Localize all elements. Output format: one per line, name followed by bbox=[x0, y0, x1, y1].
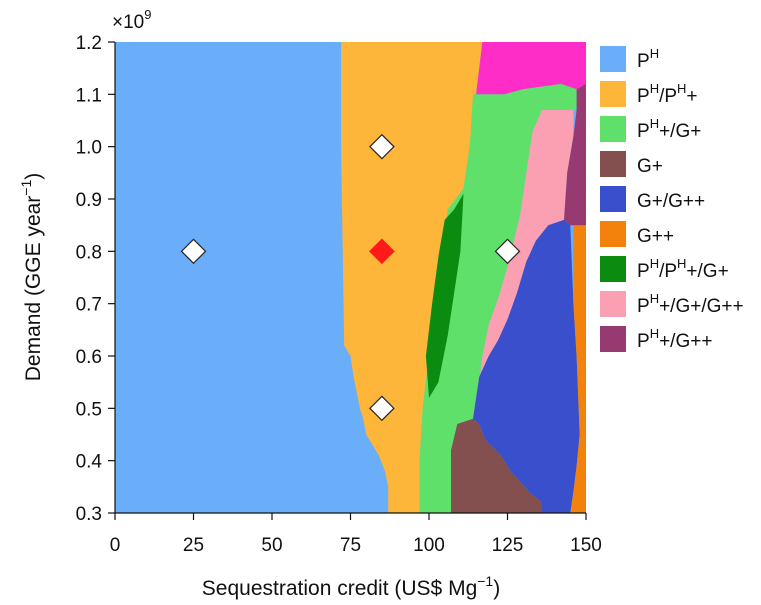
legend: PH PH/PH+ PH+/G+ G+ G+/G++ G++ PH/PH+/G+ PH+/G+… bbox=[600, 46, 744, 352]
legend-label-ph-ph-g-: PH/PH+/G+ bbox=[637, 256, 729, 282]
region-g- bbox=[451, 418, 542, 513]
axes: 0 25 50 75 100 125 150 0.3 0.4 0.5 0.6 0.7 0.8 0.9 1.0… bbox=[76, 33, 602, 556]
x-axis-title-text: Sequestration credit (US$ Mg−1) bbox=[202, 573, 500, 600]
scenario-marker bbox=[369, 395, 395, 422]
heatmap-regions bbox=[115, 42, 586, 513]
x-axis-title: Sequestration credit (US$ Mg−1) bbox=[202, 573, 500, 600]
x-tick-label: 75 bbox=[340, 535, 361, 556]
legend-label-ph-g-g-: PH+/G+/G++ bbox=[637, 291, 744, 317]
scenario-marker bbox=[180, 238, 207, 265]
x-tick-label: 25 bbox=[183, 535, 204, 556]
legend-swatch-g-g- bbox=[600, 186, 626, 212]
x-tick-label: 100 bbox=[413, 535, 445, 556]
region-ph-g- bbox=[564, 83, 586, 226]
scenario-marker bbox=[494, 238, 521, 265]
region-top-pink bbox=[473, 42, 586, 95]
y-multiplier-label: ×109 bbox=[112, 7, 151, 33]
region-ph bbox=[115, 42, 389, 513]
region-ph-g- bbox=[419, 83, 577, 513]
legend-swatch-g- bbox=[600, 151, 626, 177]
y-tick-label: 1.1 bbox=[76, 85, 102, 106]
region-g-g- bbox=[473, 219, 580, 513]
y-axis-title: Demand (GGE year−1) bbox=[18, 173, 45, 382]
legend-swatch-ph-g- bbox=[600, 326, 626, 352]
y-tick-label: 1.0 bbox=[76, 138, 102, 159]
region-ph-ph-g- bbox=[425, 193, 464, 398]
legend-swatch-ph bbox=[600, 46, 626, 72]
x-tick-label: 0 bbox=[110, 535, 121, 556]
scenario-marker bbox=[369, 238, 395, 265]
legend-label-ph-g-: PH+/G++ bbox=[637, 326, 712, 352]
y-tick-label: 1.2 bbox=[76, 33, 102, 54]
legend-label-g-: G++ bbox=[637, 226, 674, 247]
scenario-marker bbox=[369, 133, 395, 160]
y-tick-label: 0.6 bbox=[76, 347, 102, 368]
region-g- bbox=[570, 225, 586, 513]
x-tick-label: 125 bbox=[492, 535, 524, 556]
legend-label-g-g-: G+/G++ bbox=[637, 191, 705, 212]
legend-swatch-ph-ph-g- bbox=[600, 256, 626, 282]
legend-label-g-: G+ bbox=[637, 156, 663, 177]
y-tick-label: 0.7 bbox=[76, 295, 102, 316]
y-tick-label: 0.4 bbox=[76, 452, 103, 473]
x-tick-label: 150 bbox=[570, 535, 602, 556]
y-tick-label: 0.9 bbox=[76, 190, 102, 211]
region-ph-ph- bbox=[341, 42, 483, 513]
legend-swatch-g- bbox=[600, 221, 626, 247]
legend-swatch-ph-g-g- bbox=[600, 291, 626, 317]
legend-label-ph-g-: PH+/G+ bbox=[637, 116, 701, 142]
multiplier-text: ×109 bbox=[112, 7, 151, 33]
legend-swatch-ph-g- bbox=[600, 116, 626, 142]
legend-label-ph: PH bbox=[637, 46, 659, 72]
y-tick-label: 0.3 bbox=[76, 504, 102, 525]
region-ph-g-g- bbox=[473, 110, 574, 419]
legend-swatch-ph-ph- bbox=[600, 81, 626, 107]
plot-area bbox=[115, 42, 586, 513]
scenario-markers bbox=[180, 133, 521, 422]
y-tick-label: 0.8 bbox=[76, 242, 102, 263]
y-axis-title-text: Demand (GGE year−1) bbox=[18, 173, 45, 382]
legend-label-ph-ph-: PH/PH+ bbox=[637, 81, 698, 107]
y-tick-label: 0.5 bbox=[76, 399, 102, 420]
x-tick-label: 50 bbox=[261, 535, 282, 556]
